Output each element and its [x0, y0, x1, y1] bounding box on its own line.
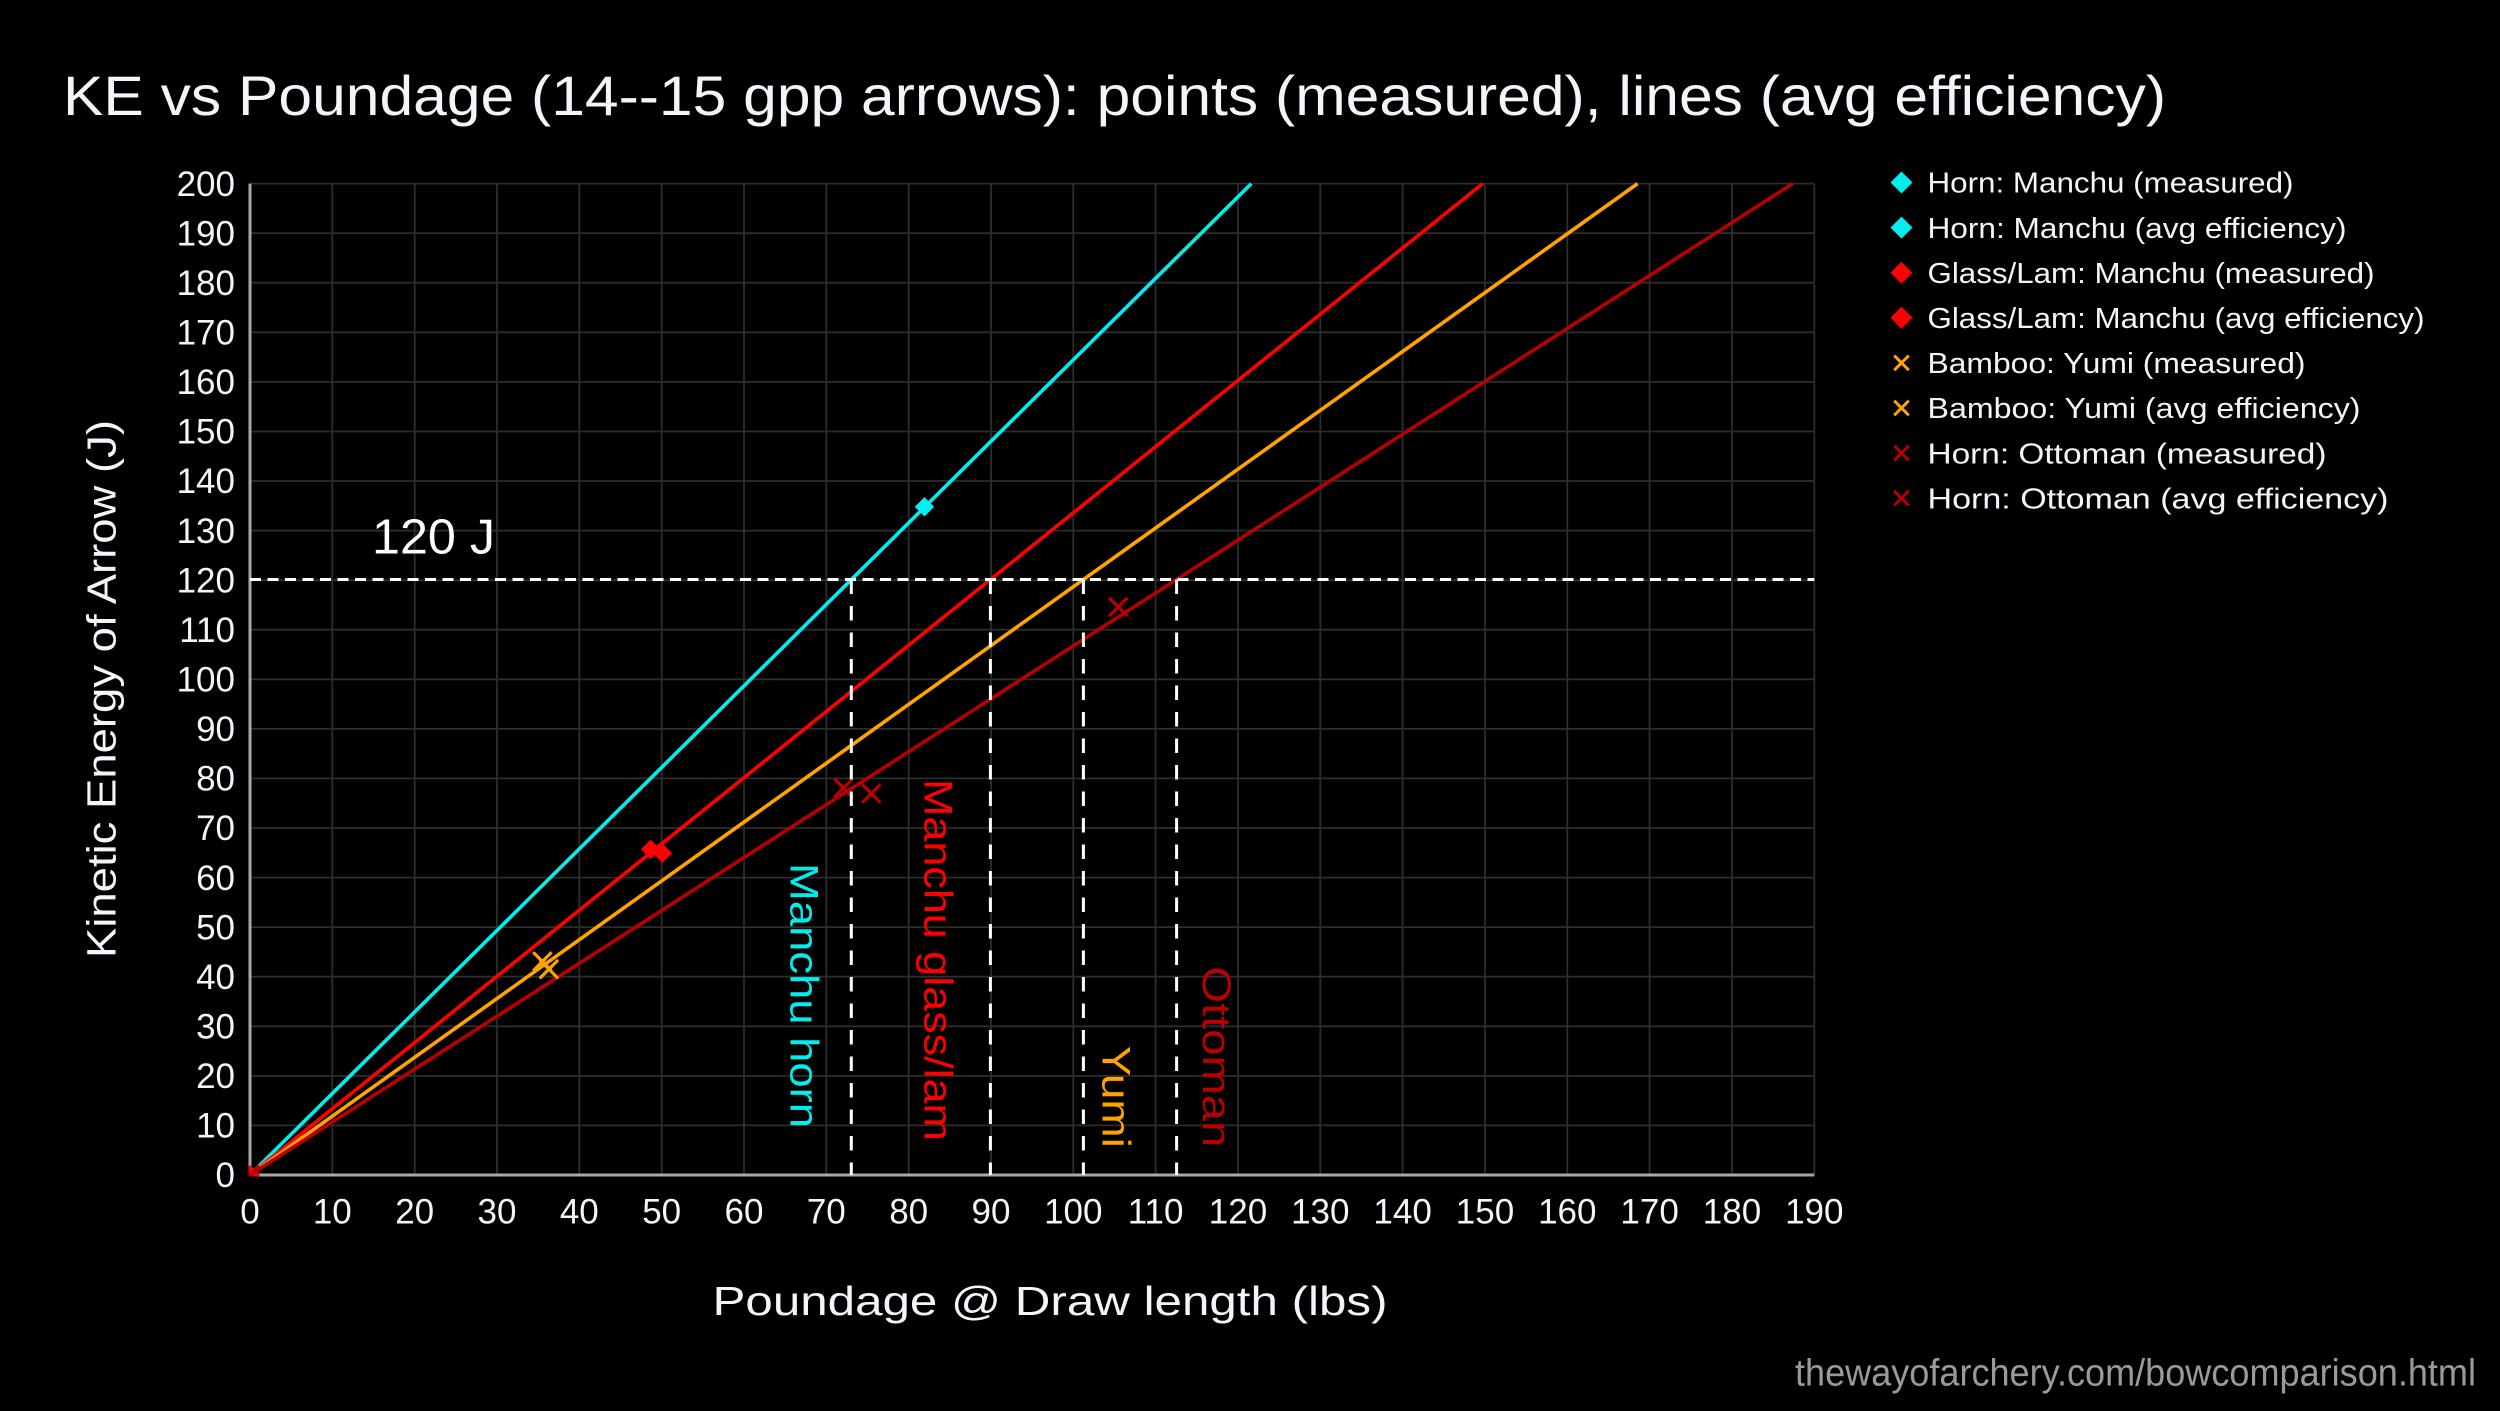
svg-text:110: 110 [179, 611, 235, 650]
svg-text:180: 180 [1703, 1193, 1761, 1232]
svg-text:KE vs Poundage (14--15 gpp arr: KE vs Poundage (14--15 gpp arrows): poin… [63, 64, 2166, 127]
svg-text:130: 130 [177, 512, 235, 551]
svg-text:20: 20 [395, 1193, 434, 1232]
svg-text:200: 200 [177, 165, 235, 204]
svg-text:thewayofarchery.com/bowcompari: thewayofarchery.com/bowcomparison.html [1795, 1352, 2476, 1394]
svg-text:60: 60 [725, 1193, 764, 1232]
svg-text:Bamboo: Yumi (avg efficiency): Bamboo: Yumi (avg efficiency) [1928, 393, 2361, 425]
svg-text:Yumi: Yumi [1093, 1046, 1137, 1148]
svg-text:120: 120 [1209, 1193, 1267, 1232]
svg-text:190: 190 [177, 214, 235, 253]
svg-text:30: 30 [478, 1193, 517, 1232]
svg-text:10: 10 [313, 1193, 352, 1232]
svg-text:Manchu glass/lam: Manchu glass/lam [915, 779, 959, 1141]
svg-text:80: 80 [889, 1193, 928, 1232]
svg-text:Ottoman: Ottoman [1194, 966, 1238, 1147]
svg-text:Horn: Ottoman (measured): Horn: Ottoman (measured) [1928, 438, 2327, 470]
svg-text:20: 20 [196, 1057, 235, 1096]
svg-text:Manchu horn: Manchu horn [782, 863, 826, 1128]
svg-text:150: 150 [1456, 1193, 1514, 1232]
svg-text:50: 50 [196, 908, 235, 947]
svg-text:110: 110 [1128, 1193, 1184, 1232]
svg-text:10: 10 [196, 1107, 235, 1146]
svg-text:40: 40 [560, 1193, 599, 1232]
svg-text:0: 0 [216, 1156, 235, 1195]
svg-text:100: 100 [1044, 1193, 1102, 1232]
svg-text:Glass/Lam: Manchu (measured): Glass/Lam: Manchu (measured) [1928, 258, 2375, 290]
svg-text:170: 170 [1620, 1193, 1678, 1232]
svg-text:Horn: Manchu (measured): Horn: Manchu (measured) [1928, 168, 2294, 200]
svg-text:120: 120 [177, 561, 235, 600]
svg-text:80: 80 [196, 760, 235, 799]
svg-text:140: 140 [1373, 1193, 1431, 1232]
svg-text:180: 180 [177, 264, 235, 303]
svg-text:140: 140 [177, 462, 235, 501]
svg-text:150: 150 [177, 413, 235, 452]
svg-text:Bamboo: Yumi (measured): Bamboo: Yumi (measured) [1928, 348, 2306, 380]
svg-text:120 J: 120 J [372, 511, 495, 565]
svg-text:160: 160 [1538, 1193, 1596, 1232]
svg-text:190: 190 [1785, 1193, 1843, 1232]
svg-text:Glass/Lam: Manchu (avg efficie: Glass/Lam: Manchu (avg efficiency) [1928, 303, 2425, 335]
svg-text:130: 130 [1291, 1193, 1349, 1232]
svg-text:30: 30 [196, 1008, 235, 1047]
svg-text:0: 0 [240, 1193, 259, 1232]
svg-text:Poundage @ Draw length (lbs): Poundage @ Draw length (lbs) [713, 1278, 1388, 1324]
svg-text:Horn: Ottoman (avg efficiency): Horn: Ottoman (avg efficiency) [1928, 483, 2389, 515]
svg-text:50: 50 [642, 1193, 681, 1232]
svg-text:160: 160 [177, 363, 235, 402]
svg-text:70: 70 [807, 1193, 846, 1232]
svg-text:90: 90 [196, 710, 235, 749]
svg-text:70: 70 [196, 809, 235, 848]
svg-text:170: 170 [177, 314, 235, 353]
svg-text:60: 60 [196, 859, 235, 898]
svg-text:Kinetic Energy of Arrow (J): Kinetic Energy of Arrow (J) [79, 420, 125, 958]
svg-text:40: 40 [196, 958, 235, 997]
svg-text:Horn: Manchu (avg efficiency): Horn: Manchu (avg efficiency) [1928, 213, 2347, 245]
svg-text:90: 90 [972, 1193, 1011, 1232]
svg-text:100: 100 [177, 661, 235, 700]
